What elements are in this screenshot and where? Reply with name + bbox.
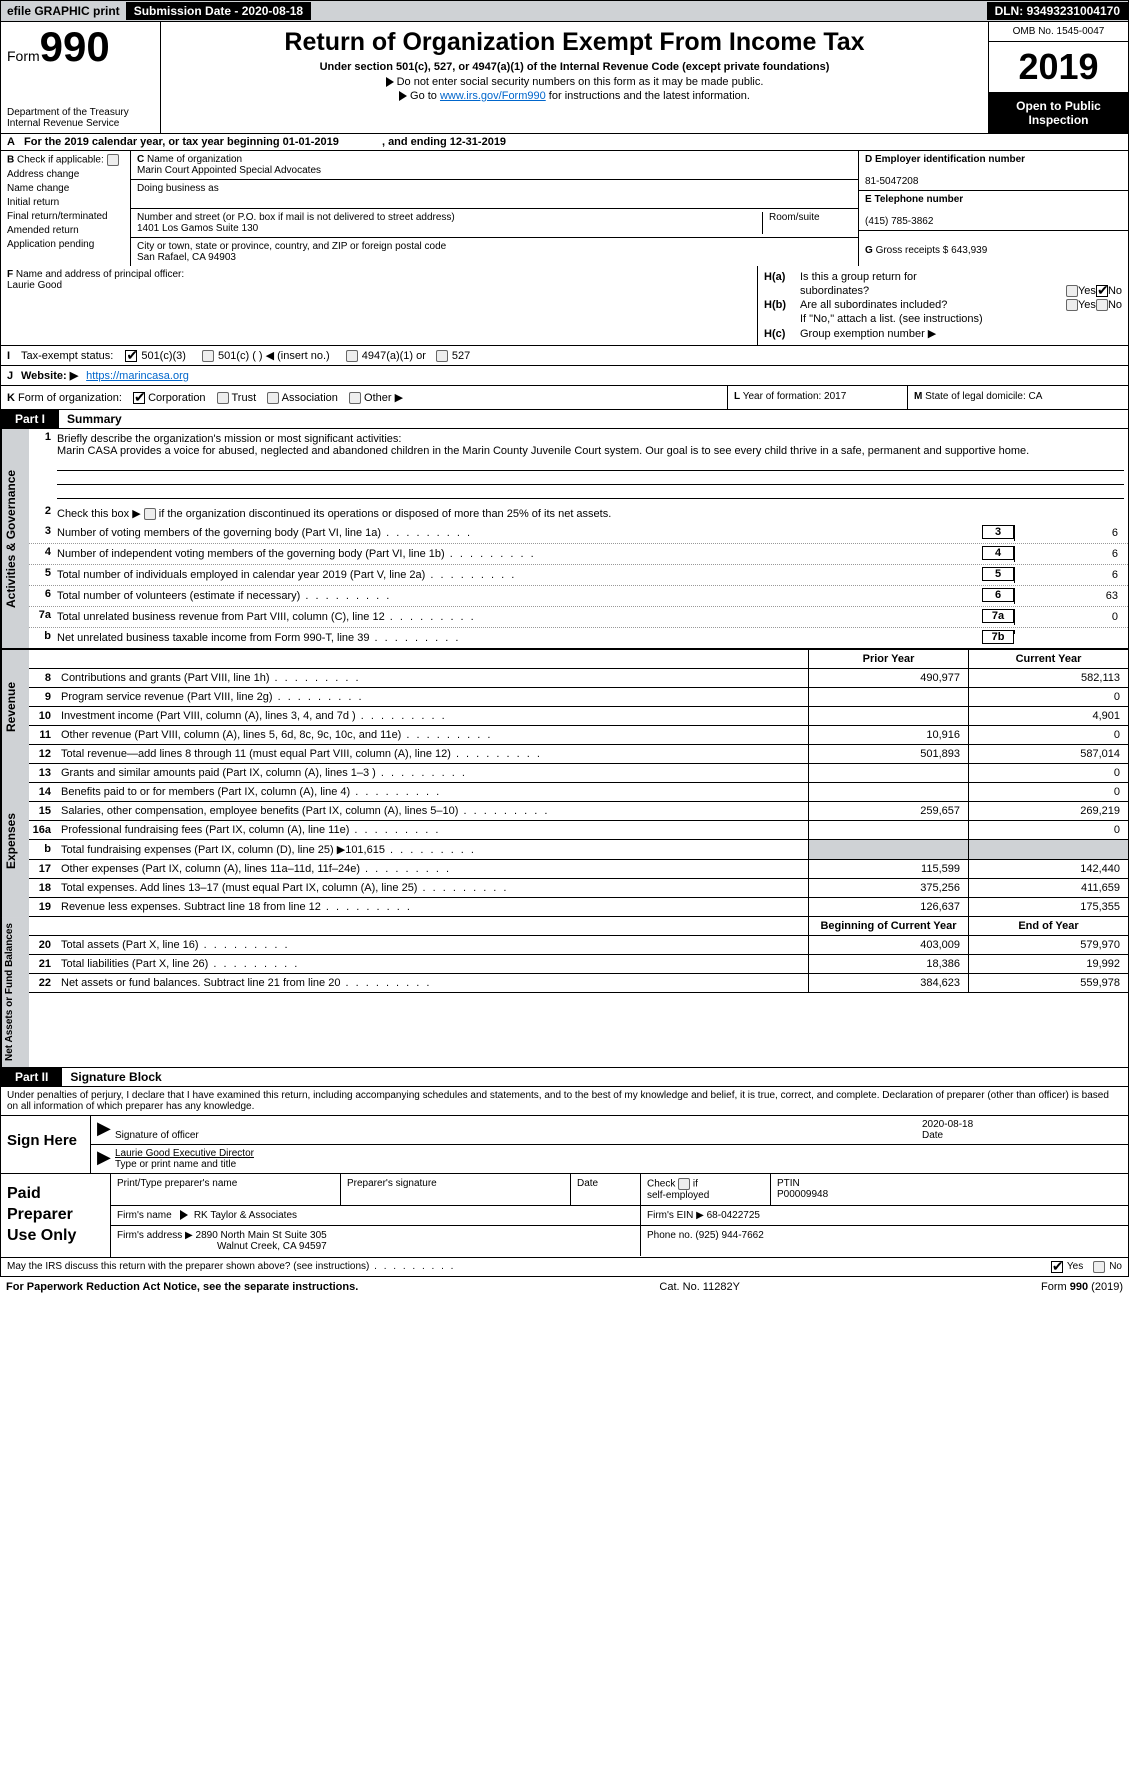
- summary-activities: Activities & Governance 1Briefly describ…: [0, 429, 1129, 649]
- netassets-section: Net Assets or Fund Balances Beginning of…: [0, 917, 1129, 1068]
- table-row: 8Contributions and grants (Part VIII, li…: [29, 669, 1128, 688]
- table-row: 21Total liabilities (Part X, line 26)18,…: [29, 955, 1128, 974]
- table-row: 15Salaries, other compensation, employee…: [29, 802, 1128, 821]
- row-k-l-m: K Form of organization: Corporation Trus…: [0, 386, 1129, 410]
- col-d-e-g: D Employer identification number 81-5047…: [858, 151, 1128, 266]
- check-icon: [1096, 285, 1108, 297]
- row-j: J Website: ▶ https://marincasa.org: [0, 366, 1129, 386]
- table-row: 18Total expenses. Add lines 13–17 (must …: [29, 879, 1128, 898]
- paid-preparer: Paid Preparer Use Only Print/Type prepar…: [1, 1173, 1128, 1256]
- signature-block: Under penalties of perjury, I declare th…: [0, 1087, 1129, 1276]
- f-cell: F Name and address of principal officer:…: [1, 266, 758, 345]
- table-row: 14Benefits paid to or for members (Part …: [29, 783, 1128, 802]
- efile-label: efile GRAPHIC print: [1, 4, 126, 18]
- col-b: B Check if applicable: Address change Na…: [1, 151, 131, 266]
- table-row: 9Program service revenue (Part VIII, lin…: [29, 688, 1128, 707]
- dept: Department of the Treasury Internal Reve…: [7, 107, 154, 129]
- table-row: 19Revenue less expenses. Subtract line 1…: [29, 898, 1128, 917]
- revenue-section: Revenue Prior YearCurrent Year 8Contribu…: [0, 649, 1129, 764]
- h-cell: H(a)Is this a group return for subordina…: [758, 266, 1128, 345]
- form-title-box: Return of Organization Exempt From Incom…: [161, 22, 988, 133]
- website-link[interactable]: https://marincasa.org: [86, 370, 189, 382]
- part-ii-bar: Part IISignature Block: [0, 1068, 1129, 1087]
- col-c: C Name of organization Marin Court Appoi…: [131, 151, 858, 266]
- expenses-section: Expenses 13Grants and similar amounts pa…: [0, 764, 1129, 917]
- row-i: I Tax-exempt status: 501(c)(3) 501(c) ( …: [0, 346, 1129, 366]
- form-header: Form990 Department of the Treasury Inter…: [0, 22, 1129, 134]
- table-row: 10Investment income (Part VIII, column (…: [29, 707, 1128, 726]
- table-row: 13Grants and similar amounts paid (Part …: [29, 764, 1128, 783]
- topbar: efile GRAPHIC print Submission Date - 20…: [0, 0, 1129, 22]
- checkbox-icon: [107, 154, 119, 166]
- table-row: 12Total revenue—add lines 8 through 11 (…: [29, 745, 1128, 764]
- section-b-c-d-e: B Check if applicable: Address change Na…: [0, 151, 1129, 266]
- footer: For Paperwork Reduction Act Notice, see …: [0, 1277, 1129, 1297]
- table-row: 22Net assets or fund balances. Subtract …: [29, 974, 1128, 993]
- irs-link[interactable]: www.irs.gov/Form990: [440, 90, 546, 102]
- row-a: A For the 2019 calendar year, or tax yea…: [0, 134, 1129, 151]
- form-id-box: Form990 Department of the Treasury Inter…: [1, 22, 161, 133]
- check-icon: [1051, 1261, 1063, 1273]
- table-row: 16aProfessional fundraising fees (Part I…: [29, 821, 1128, 840]
- check-icon: [133, 392, 145, 404]
- table-row: bTotal fundraising expenses (Part IX, co…: [29, 840, 1128, 860]
- dln: DLN: 93493231004170: [987, 2, 1128, 20]
- row-f-h: F Name and address of principal officer:…: [0, 266, 1129, 346]
- check-icon: [125, 350, 137, 362]
- part-i-bar: Part ISummary: [0, 410, 1129, 429]
- table-row: 11Other revenue (Part VIII, column (A), …: [29, 726, 1128, 745]
- year-box: OMB No. 1545-0047 2019 Open to Public In…: [988, 22, 1128, 133]
- table-row: 17Other expenses (Part IX, column (A), l…: [29, 860, 1128, 879]
- table-row: 20Total assets (Part X, line 16)403,0095…: [29, 936, 1128, 955]
- submission-date: Submission Date - 2020-08-18: [126, 2, 311, 20]
- form-title: Return of Organization Exempt From Incom…: [171, 28, 978, 57]
